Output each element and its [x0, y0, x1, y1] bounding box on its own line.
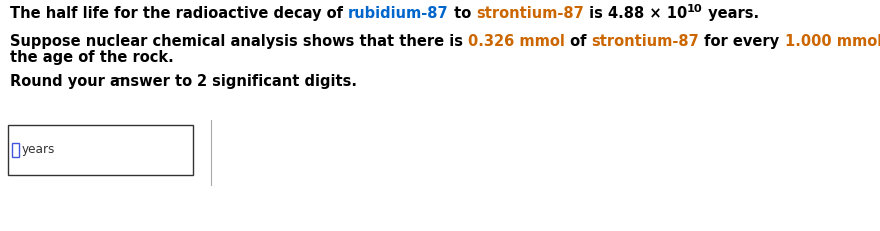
Text: 1.000 mmol: 1.000 mmol — [785, 34, 880, 49]
Text: 0.326 mmol: 0.326 mmol — [468, 34, 565, 49]
Text: strontium-87: strontium-87 — [476, 6, 583, 21]
Text: is 4.88 × 10: is 4.88 × 10 — [583, 6, 687, 21]
Text: the age of the rock.: the age of the rock. — [10, 50, 173, 65]
Text: Suppose nuclear chemical analysis shows that there is: Suppose nuclear chemical analysis shows … — [10, 34, 468, 49]
Text: years: years — [22, 143, 55, 156]
Text: of: of — [565, 34, 591, 49]
Text: years.: years. — [703, 6, 759, 21]
Text: Round your answer to: Round your answer to — [10, 74, 197, 89]
Text: to: to — [449, 6, 476, 21]
Text: rubidium-87: rubidium-87 — [348, 6, 449, 21]
Text: 10: 10 — [687, 4, 703, 15]
Text: strontium-87: strontium-87 — [591, 34, 700, 49]
Text: 2: 2 — [197, 74, 208, 89]
Text: for every: for every — [700, 34, 785, 49]
Text: The half life for the radioactive decay of: The half life for the radioactive decay … — [10, 6, 348, 21]
Bar — [12, 143, 19, 157]
Text: significant digits.: significant digits. — [208, 74, 357, 89]
Bar — [8, 125, 193, 175]
